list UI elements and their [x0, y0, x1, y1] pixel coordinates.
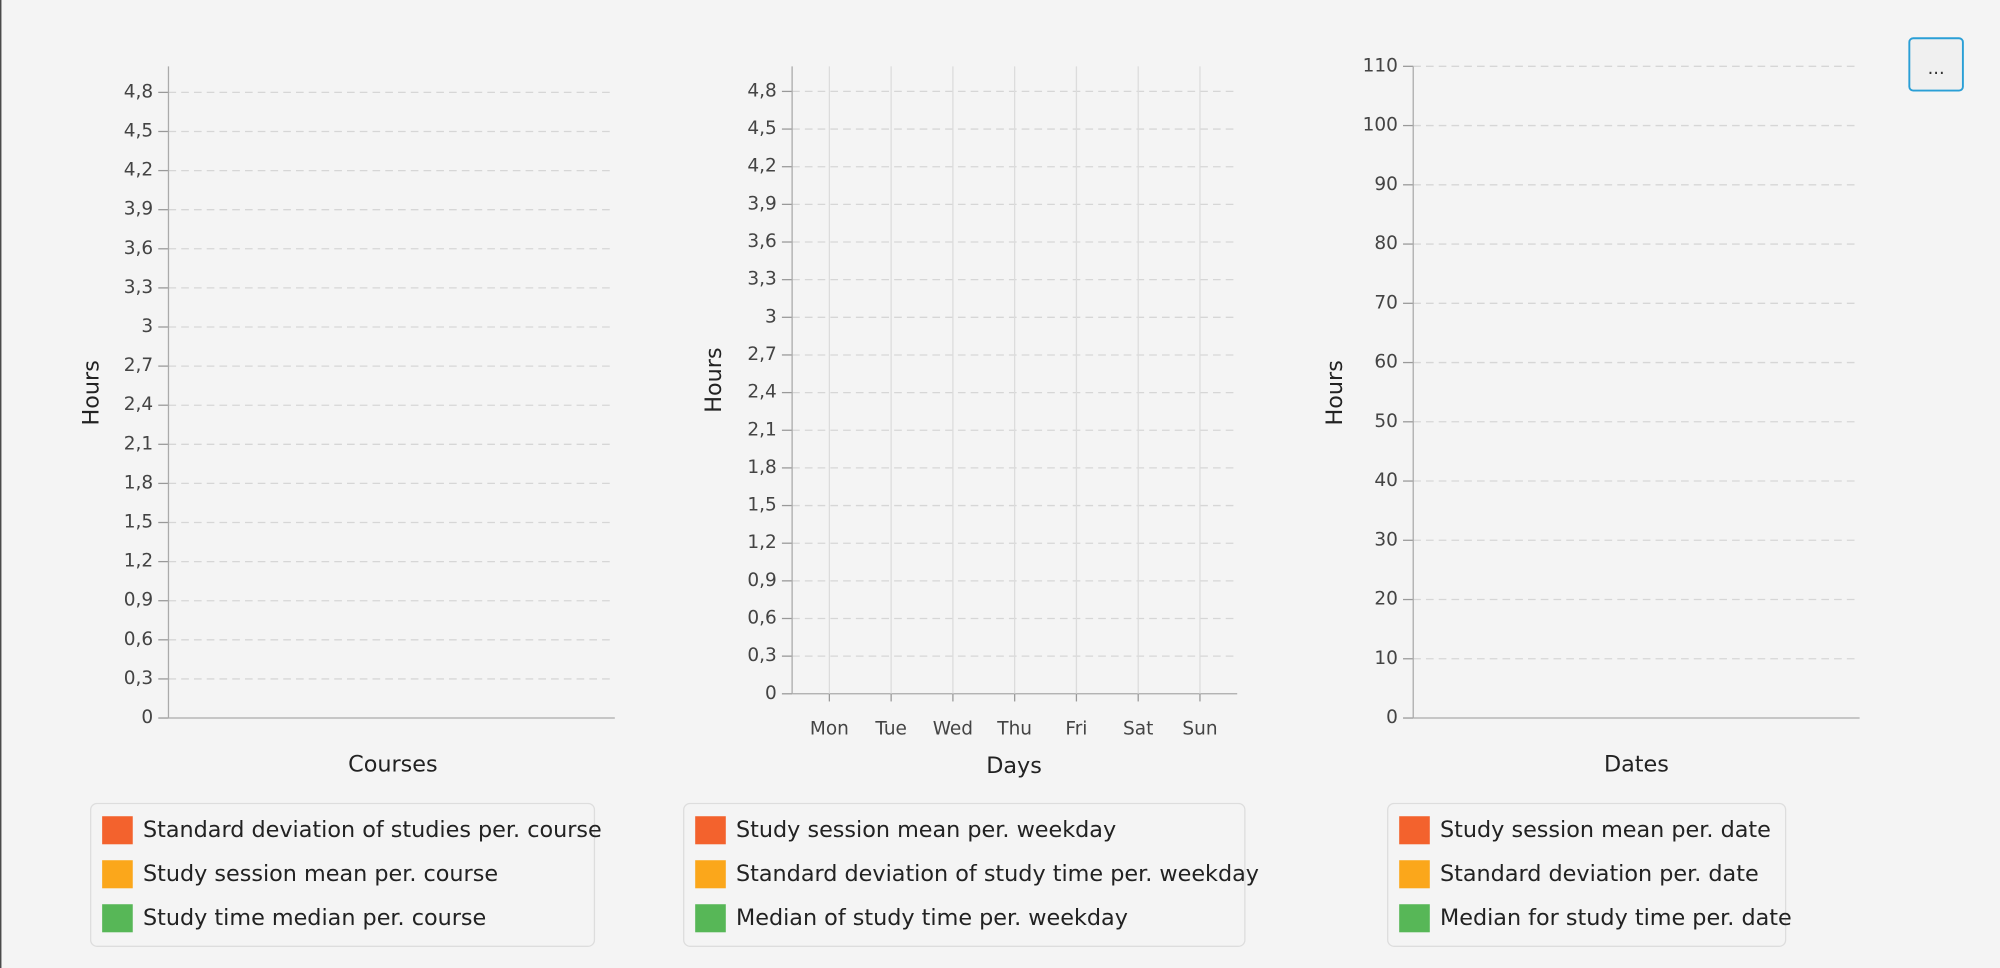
- menu-button[interactable]: ...: [1908, 37, 1964, 92]
- chart: 0 0,3 0,6 0,9 1,2 1,5 1,8 2,1 2,4 2,7 3 3,3 3,6 3,9 4,…: [683, 66, 1259, 947]
- y-axis-label: Hours: [78, 360, 104, 425]
- legend-label: Standard deviation of studies per. cours…: [143, 817, 602, 843]
- y-tick-label: 70: [1374, 292, 1398, 313]
- legend-swatch: [1399, 860, 1430, 889]
- legend-box: [90, 802, 596, 947]
- y-tick-label: 4,2: [747, 156, 776, 177]
- y-tick-label: 2,4: [124, 394, 153, 415]
- x-tick-label: Sun: [1182, 719, 1217, 740]
- y-tick-label: 3: [765, 306, 777, 327]
- y-tick-label: 1,5: [747, 495, 776, 516]
- y-tick-label: 4,5: [124, 120, 153, 141]
- y-tick-label: 1,5: [124, 512, 153, 533]
- legend-swatch: [695, 860, 726, 889]
- y-tick-label: 3: [141, 316, 153, 337]
- chart: 0 10 20 30 40 50 60 70 80 90 100 110 Hours Dates Study…: [1322, 55, 1860, 947]
- y-tick-label: 0,9: [747, 570, 776, 591]
- y-tick-label: 3,6: [747, 231, 776, 252]
- y-tick-label: 2,1: [124, 433, 153, 454]
- y-axis-label: Hours: [701, 347, 727, 412]
- legend-label: Standard deviation per. date: [1440, 861, 1759, 887]
- y-tick-label: 1,2: [747, 532, 776, 553]
- y-tick-label: 100: [1363, 115, 1398, 136]
- y-tick-label: 2,1: [747, 419, 776, 440]
- button-label[interactable]: ...: [1928, 58, 1945, 79]
- y-tick-label: 80: [1374, 233, 1398, 254]
- x-tick-label: Wed: [933, 719, 973, 740]
- y-tick-label: 0: [765, 683, 777, 704]
- legend-swatch: [102, 904, 133, 933]
- y-tick-label: 0,3: [124, 668, 153, 689]
- legend-swatch: [695, 904, 726, 933]
- y-tick-label: 3,3: [124, 277, 153, 298]
- y-tick-label: 0: [141, 707, 153, 728]
- y-tick-label: 1,2: [124, 551, 153, 572]
- x-tick-label: Mon: [810, 719, 849, 740]
- legend-label: Standard deviation of study time per. we…: [736, 861, 1259, 887]
- x-axis-label: Dates: [1604, 752, 1669, 778]
- y-tick-label: 3,3: [747, 269, 776, 290]
- y-tick-label: 0,3: [747, 645, 776, 666]
- x-tick-label: Sat: [1123, 719, 1153, 740]
- legend-swatch: [1399, 904, 1430, 933]
- y-tick-label: 30: [1374, 529, 1398, 550]
- y-tick-label: 3,6: [124, 238, 153, 259]
- y-axis-label: Hours: [1322, 360, 1348, 425]
- x-tick-label: Thu: [996, 719, 1032, 740]
- y-tick-label: 60: [1374, 352, 1398, 373]
- y-tick-label: 1,8: [747, 457, 776, 478]
- y-tick-label: 3,9: [747, 193, 776, 214]
- legend-label: Study time median per. course: [143, 905, 486, 931]
- y-tick-label: 0,6: [747, 607, 776, 628]
- y-tick-label: 0,9: [124, 590, 153, 611]
- y-tick-label: 4,8: [124, 81, 153, 102]
- x-axis-label: Courses: [348, 752, 437, 778]
- button-frame[interactable]: [1908, 37, 1964, 92]
- y-tick-label: 50: [1374, 411, 1398, 432]
- y-tick-label: 2,4: [747, 382, 776, 403]
- y-tick-label: 1,8: [124, 472, 153, 493]
- y-tick-label: 90: [1374, 174, 1398, 195]
- legend-box: [683, 802, 1246, 947]
- y-tick-label: 2,7: [747, 344, 776, 365]
- x-tick-label: Fri: [1065, 719, 1087, 740]
- legend-swatch: [1399, 816, 1430, 845]
- legend-label: Median for study time per. date: [1440, 905, 1792, 931]
- legend-box: [1387, 802, 1787, 947]
- legend-label: Median of study time per. weekday: [736, 905, 1128, 931]
- y-tick-label: 10: [1374, 648, 1398, 669]
- legend-swatch: [695, 816, 726, 845]
- x-axis-label: Days: [986, 753, 1042, 779]
- legend-swatch: [102, 860, 133, 889]
- y-tick-label: 0: [1386, 707, 1398, 728]
- x-tick-label: Tue: [874, 719, 907, 740]
- y-tick-label: 4,5: [747, 118, 776, 139]
- y-tick-label: 0,6: [124, 629, 153, 650]
- y-tick-label: 4,2: [124, 160, 153, 181]
- legend-swatch: [102, 816, 133, 845]
- legend-label: Study session mean per. weekday: [736, 817, 1116, 843]
- y-tick-label: 40: [1374, 470, 1398, 491]
- y-tick-label: 110: [1363, 55, 1398, 76]
- y-tick-label: 2,7: [124, 355, 153, 376]
- y-tick-label: 3,9: [124, 199, 153, 220]
- y-tick-label: 4,8: [747, 80, 776, 101]
- chart: 0 0,3 0,6 0,9 1,2 1,5 1,8 2,1 2,4 2,7 3 3,3 3,6 3,9 4,…: [78, 66, 615, 947]
- legend-label: Study session mean per. course: [143, 861, 498, 887]
- y-tick-label: 20: [1374, 589, 1398, 610]
- legend-label: Study session mean per. date: [1440, 817, 1771, 843]
